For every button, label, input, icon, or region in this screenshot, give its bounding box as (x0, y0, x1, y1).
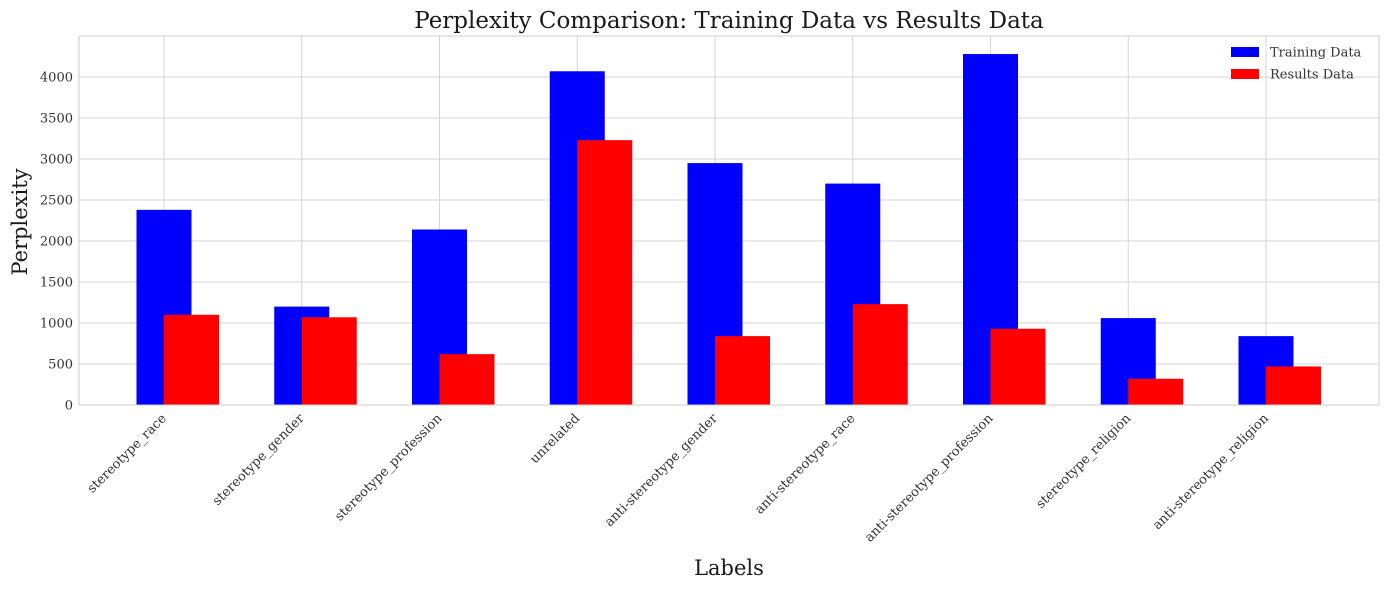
legend-swatch (1231, 69, 1259, 79)
x-tick-label: anti-stereotype_profession (862, 411, 997, 546)
results-data-bar (439, 354, 495, 405)
legend-label: Results Data (1270, 68, 1354, 83)
y-tick-label: 1000 (40, 317, 73, 332)
x-tick-label: stereotype_profession (332, 411, 446, 525)
x-tick-label: anti-stereotype_race (752, 411, 858, 517)
results-data-bar (164, 314, 219, 405)
results-data-bar (301, 317, 357, 405)
x-tick-label: anti-stereotype_religion (1150, 411, 1272, 533)
y-tick-label: 2000 (40, 235, 73, 250)
x-tick-label: anti-stereotype_gender (602, 411, 721, 530)
y-tick-label: 4000 (40, 71, 73, 86)
results-data-bar (577, 140, 633, 405)
x-tick-label: stereotype_gender (210, 411, 308, 509)
x-tick-label: stereotype_religion (1033, 411, 1134, 512)
results-data-bar (990, 328, 1046, 405)
y-tick-label: 0 (65, 399, 73, 414)
y-tick-label: 3500 (40, 112, 73, 127)
x-axis-title: Labels (694, 556, 764, 580)
results-data-bar (1128, 378, 1184, 405)
y-tick-label: 500 (48, 358, 73, 373)
y-tick-label: 3000 (40, 153, 73, 168)
results-data-bar (715, 336, 770, 405)
results-data-bar (852, 304, 908, 405)
legend-label: Training Data (1270, 46, 1362, 61)
y-tick-label: 1500 (40, 276, 73, 291)
results-data-bar (1266, 366, 1321, 405)
plot-frame (78, 35, 1380, 406)
plot-area: 0 500 1000 1500 2000 2500 3000 3500 4000 stereoty… (40, 35, 1380, 546)
y-tick-label: 2500 (40, 194, 73, 209)
x-tick-label: unrelated (527, 411, 583, 467)
chart-title: Perplexity Comparison: Training Data vs … (414, 8, 1044, 34)
legend-swatch (1231, 47, 1259, 57)
y-axis-title: Perplexity (8, 168, 32, 275)
x-tick-label: stereotype_race (85, 411, 170, 496)
